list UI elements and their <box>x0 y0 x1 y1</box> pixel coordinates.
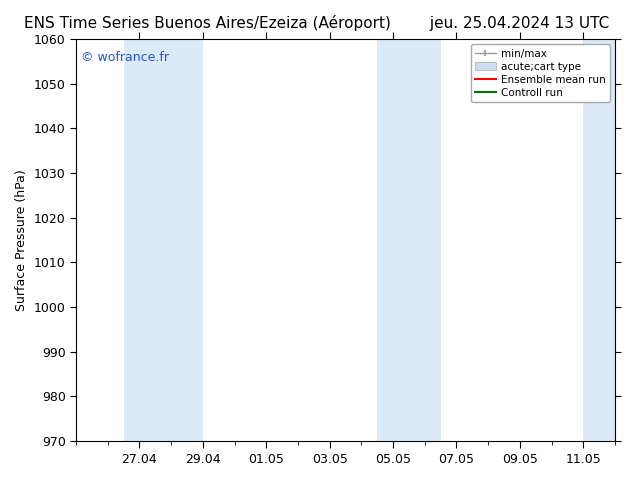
Bar <box>377 39 441 441</box>
Text: © wofrance.fr: © wofrance.fr <box>81 51 169 64</box>
Bar <box>583 39 615 441</box>
Legend: min/max, acute;cart type, Ensemble mean run, Controll run: min/max, acute;cart type, Ensemble mean … <box>470 45 610 102</box>
Text: ENS Time Series Buenos Aires/Ezeiza (Aéroport)        jeu. 25.04.2024 13 UTC: ENS Time Series Buenos Aires/Ezeiza (Aér… <box>24 15 610 31</box>
Y-axis label: Surface Pressure (hPa): Surface Pressure (hPa) <box>15 169 29 311</box>
Bar <box>124 39 203 441</box>
